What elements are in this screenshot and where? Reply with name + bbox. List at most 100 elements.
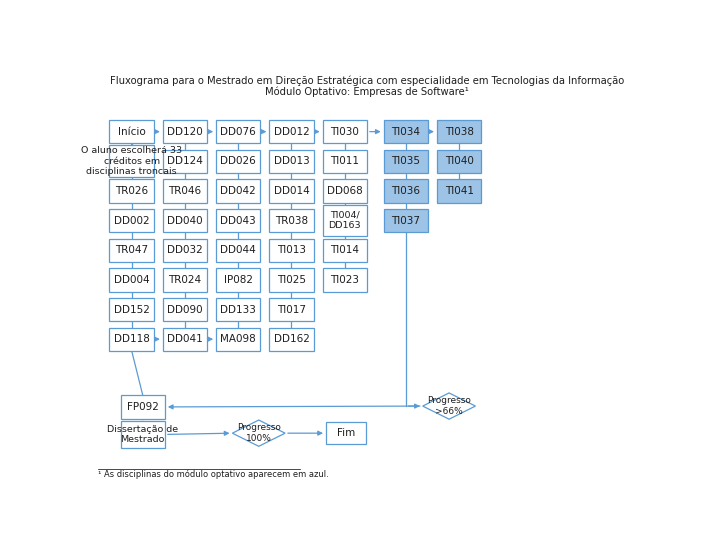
FancyBboxPatch shape (437, 150, 481, 173)
FancyBboxPatch shape (120, 395, 165, 419)
Text: Progresso
100%: Progresso 100% (237, 424, 281, 443)
FancyBboxPatch shape (216, 239, 261, 262)
FancyBboxPatch shape (269, 239, 314, 262)
Text: TI017: TI017 (277, 305, 306, 315)
Text: TI038: TI038 (445, 126, 473, 136)
FancyBboxPatch shape (384, 120, 428, 144)
FancyBboxPatch shape (216, 150, 261, 173)
Text: DD043: DD043 (221, 216, 256, 225)
FancyBboxPatch shape (110, 120, 154, 144)
Polygon shape (422, 393, 475, 419)
FancyBboxPatch shape (216, 268, 261, 292)
Text: Fluxograma para o Mestrado em Direção Estratégica com especialidade em Tecnologi: Fluxograma para o Mestrado em Direção Es… (110, 75, 624, 86)
FancyBboxPatch shape (216, 298, 261, 321)
Text: TI041: TI041 (445, 186, 473, 196)
Text: MA098: MA098 (221, 334, 256, 344)
FancyBboxPatch shape (384, 209, 428, 232)
Text: DD004: DD004 (114, 275, 150, 285)
Text: DD118: DD118 (114, 334, 150, 344)
FancyBboxPatch shape (269, 150, 314, 173)
FancyBboxPatch shape (384, 179, 428, 202)
Text: TR024: TR024 (168, 275, 201, 285)
Polygon shape (233, 420, 285, 446)
Text: TI013: TI013 (277, 245, 306, 255)
FancyBboxPatch shape (110, 145, 154, 177)
Text: DD032: DD032 (167, 245, 203, 255)
Text: DD012: DD012 (274, 126, 309, 136)
FancyBboxPatch shape (110, 327, 154, 351)
FancyBboxPatch shape (326, 422, 366, 444)
Text: DD013: DD013 (274, 156, 309, 166)
Text: Fim: Fim (337, 428, 355, 438)
Text: Módulo Optativo: Empresas de Software¹: Módulo Optativo: Empresas de Software¹ (265, 86, 469, 97)
FancyBboxPatch shape (110, 298, 154, 321)
Text: DD090: DD090 (167, 305, 203, 315)
FancyBboxPatch shape (269, 209, 314, 232)
FancyBboxPatch shape (216, 209, 261, 232)
FancyBboxPatch shape (216, 327, 261, 351)
Text: TI004/
DD163: TI004/ DD163 (329, 211, 361, 230)
Text: TR038: TR038 (275, 216, 308, 225)
Text: TI025: TI025 (277, 275, 306, 285)
Text: DD076: DD076 (221, 126, 256, 136)
FancyBboxPatch shape (322, 120, 367, 144)
Text: TI040: TI040 (445, 156, 473, 166)
FancyBboxPatch shape (163, 239, 207, 262)
FancyBboxPatch shape (163, 327, 207, 351)
Text: DD040: DD040 (167, 216, 203, 225)
Text: TI030: TI030 (330, 126, 359, 136)
FancyBboxPatch shape (322, 268, 367, 292)
Text: DD041: DD041 (167, 334, 203, 344)
Text: DD026: DD026 (221, 156, 256, 166)
Text: O aluno escolherá 33
créditos em
disciplinas troncais: O aluno escolherá 33 créditos em discipl… (81, 146, 183, 176)
Text: TR047: TR047 (115, 245, 148, 255)
FancyBboxPatch shape (110, 239, 154, 262)
Text: ¹ As disciplinas do módulo optativo aparecem em azul.: ¹ As disciplinas do módulo optativo apar… (98, 470, 329, 480)
FancyBboxPatch shape (163, 268, 207, 292)
FancyBboxPatch shape (322, 150, 367, 173)
FancyBboxPatch shape (269, 298, 314, 321)
FancyBboxPatch shape (163, 298, 207, 321)
FancyBboxPatch shape (269, 179, 314, 202)
FancyBboxPatch shape (110, 209, 154, 232)
Text: TI037: TI037 (391, 216, 420, 225)
Text: TI036: TI036 (391, 186, 420, 196)
FancyBboxPatch shape (437, 179, 481, 202)
Text: Progresso
>66%: Progresso >66% (427, 397, 471, 416)
Text: FP092: FP092 (127, 402, 159, 412)
Text: DD133: DD133 (221, 305, 256, 315)
FancyBboxPatch shape (269, 327, 314, 351)
Text: DD014: DD014 (274, 186, 309, 196)
FancyBboxPatch shape (216, 179, 261, 202)
FancyBboxPatch shape (163, 209, 207, 232)
Text: Dissertação de
Mestrado: Dissertação de Mestrado (107, 425, 178, 444)
FancyBboxPatch shape (163, 150, 207, 173)
FancyBboxPatch shape (110, 268, 154, 292)
FancyBboxPatch shape (269, 120, 314, 144)
FancyBboxPatch shape (163, 120, 207, 144)
Text: DD120: DD120 (167, 126, 203, 136)
FancyBboxPatch shape (322, 239, 367, 262)
Text: TI014: TI014 (330, 245, 359, 255)
Text: DD002: DD002 (114, 216, 150, 225)
FancyBboxPatch shape (163, 179, 207, 202)
Text: DD162: DD162 (274, 334, 309, 344)
Text: DD124: DD124 (167, 156, 203, 166)
FancyBboxPatch shape (384, 150, 428, 173)
Text: Início: Início (118, 126, 145, 136)
Text: DD068: DD068 (327, 186, 362, 196)
Text: TR026: TR026 (115, 186, 148, 196)
FancyBboxPatch shape (120, 421, 165, 448)
FancyBboxPatch shape (216, 120, 261, 144)
Text: TI035: TI035 (391, 156, 420, 166)
FancyBboxPatch shape (322, 179, 367, 202)
Text: TR046: TR046 (168, 186, 201, 196)
FancyBboxPatch shape (322, 205, 367, 236)
Text: TI011: TI011 (330, 156, 359, 166)
Text: TI023: TI023 (330, 275, 359, 285)
Text: IP082: IP082 (223, 275, 253, 285)
FancyBboxPatch shape (437, 120, 481, 144)
Text: TI034: TI034 (391, 126, 420, 136)
FancyBboxPatch shape (110, 179, 154, 202)
Text: DD152: DD152 (114, 305, 150, 315)
